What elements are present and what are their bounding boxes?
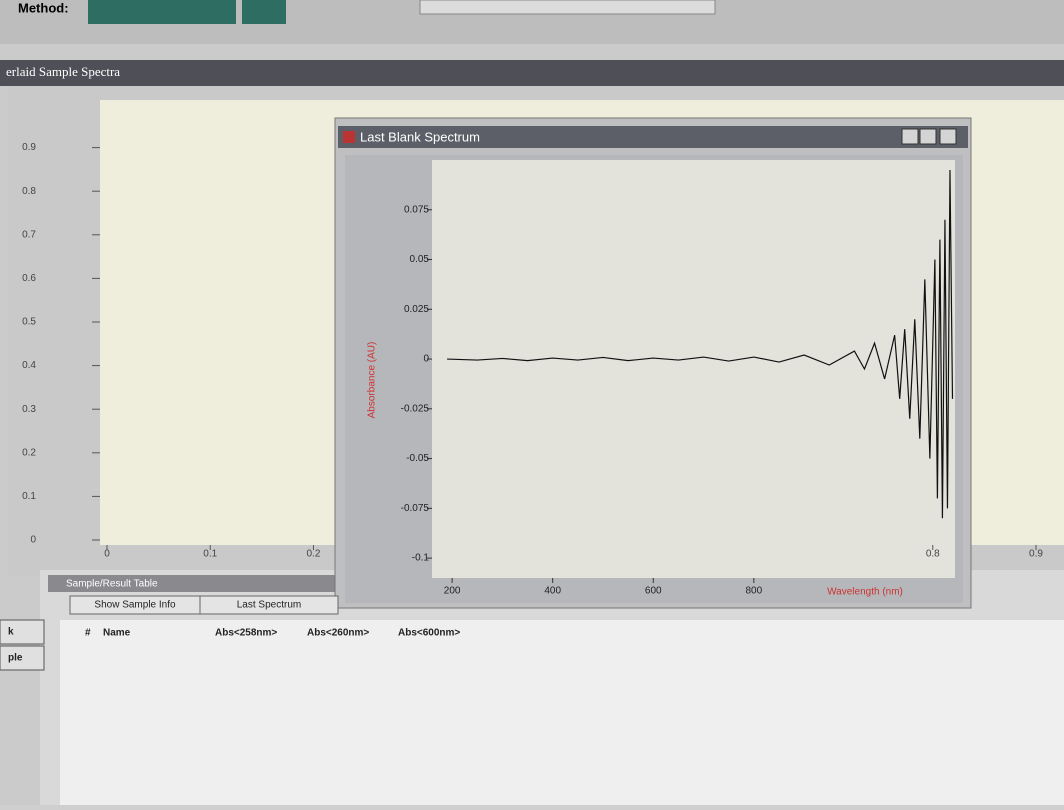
- blank-title: Last Blank Spectrum: [360, 129, 480, 144]
- y-tick-label: 0.2: [22, 447, 36, 458]
- y-tick-label: 0.6: [22, 273, 36, 284]
- x-tick-label: 0.1: [203, 549, 217, 560]
- x-tick-label: 400: [544, 586, 561, 597]
- y-tick-label: 0: [30, 535, 36, 546]
- x-tick-label: 600: [645, 586, 662, 597]
- y-tick-label: 0.4: [22, 360, 36, 371]
- x-tick-label: 200: [444, 586, 461, 597]
- table-button-label: Show Sample Info: [94, 600, 176, 611]
- x-tick-label: 800: [746, 586, 763, 597]
- y-tick-label: 0: [423, 354, 429, 365]
- x-tick-label: 0.8: [926, 549, 940, 560]
- y-tick-label: -0.1: [412, 553, 430, 564]
- column-header: Abs<600nm>: [398, 628, 460, 639]
- column-header: #: [85, 628, 91, 639]
- y-tick-label: 0.075: [404, 204, 429, 215]
- x-axis-label: Wavelength (nm): [827, 587, 903, 598]
- side-button-label: ple: [8, 653, 23, 664]
- y-tick-label: 0.3: [22, 404, 36, 415]
- column-header: Name: [103, 628, 131, 639]
- y-tick-label: -0.075: [401, 503, 430, 514]
- screen: Method: erlaid Sample Spectra Sample/Res…: [0, 0, 1064, 805]
- title-bar: [0, 60, 1064, 86]
- column-header: Abs<258nm>: [215, 628, 277, 639]
- x-tick-label: 0: [104, 549, 110, 560]
- y-tick-label: 0.7: [22, 229, 36, 240]
- minimize[interactable]: [902, 129, 918, 144]
- y-tick-label: -0.025: [401, 403, 430, 414]
- y-tick-label: 0.9: [22, 142, 36, 153]
- table-title: Sample/Result Table: [66, 579, 158, 590]
- method-field-2: [242, 0, 286, 24]
- y-tick-label: 0.05: [410, 254, 430, 265]
- close[interactable]: [940, 129, 956, 144]
- y-tick-label: 0.5: [22, 317, 36, 328]
- status-field: [420, 0, 715, 14]
- side-button-label: k: [8, 627, 14, 638]
- method-field: [88, 0, 236, 24]
- y-tick-label: 0.8: [22, 186, 36, 197]
- page: Method: erlaid Sample Spectra Sample/Res…: [0, 0, 1064, 805]
- blank-plot-area: [432, 160, 955, 578]
- y-axis-label: Absorbance (AU): [367, 342, 378, 419]
- table-button-label: Last Spectrum: [237, 600, 301, 611]
- table-body: [60, 620, 1064, 805]
- x-tick-label: 0.9: [1029, 549, 1043, 560]
- x-tick-label: 0.2: [306, 549, 320, 560]
- maximize[interactable]: [920, 129, 936, 144]
- window-icon: [343, 131, 355, 143]
- column-header: Abs<260nm>: [307, 628, 369, 639]
- window-title: erlaid Sample Spectra: [6, 64, 120, 79]
- side-button[interactable]: [0, 620, 44, 644]
- y-tick-label: 0.025: [404, 304, 429, 315]
- y-tick-label: -0.05: [406, 453, 429, 464]
- y-tick-label: 0.1: [22, 491, 36, 502]
- method-label: Method:: [18, 0, 69, 15]
